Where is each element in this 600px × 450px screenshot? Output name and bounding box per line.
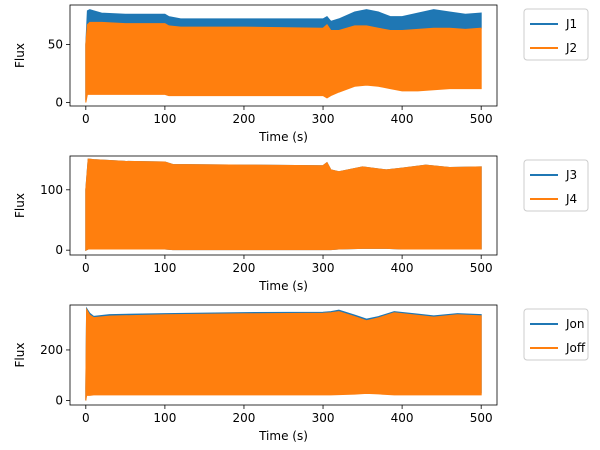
- plot-area: [85, 306, 482, 401]
- y-tick-label: 0: [55, 393, 63, 407]
- axes-frame: [69, 155, 498, 256]
- x-tick-label: 400: [391, 261, 414, 275]
- x-tick-label: 100: [153, 411, 176, 425]
- subplot-2: 0 100 200 300 400 500 0 100 Time (s) Flux J3 J4: [13, 155, 589, 293]
- x-tick-label: 300: [312, 261, 335, 275]
- y-tick-label: 50: [48, 37, 63, 51]
- x-axis-label: Time (s): [258, 130, 308, 144]
- y-tick-label: 200: [40, 343, 63, 357]
- x-tick-label: 400: [391, 411, 414, 425]
- x-tick-label: 200: [233, 261, 256, 275]
- legend-label-Jon: Jon: [565, 317, 585, 331]
- legend-label-J4: J4: [565, 192, 577, 206]
- legend-frame: [523, 8, 589, 61]
- y-tick-label: 0: [55, 96, 63, 110]
- legend: J1 J2: [523, 8, 589, 61]
- series-J4-band: [85, 158, 482, 252]
- legend-label-J3: J3: [565, 168, 577, 182]
- legend-label-J2: J2: [565, 41, 577, 55]
- x-tick-label: 200: [233, 112, 256, 126]
- y-tick-label: 0: [55, 243, 63, 257]
- x-tick-label: 100: [153, 112, 176, 126]
- legend-label-Joff: Joff: [565, 341, 586, 355]
- subplot-1: 0 100 200 300 400 500 0 50 Time (s) Flux J1 J2: [13, 4, 589, 144]
- x-tick-label: 0: [82, 261, 90, 275]
- x-tick-label: 300: [312, 112, 335, 126]
- x-tick-label: 500: [470, 411, 493, 425]
- plot-area: [85, 9, 482, 103]
- legend-label-J1: J1: [565, 17, 577, 31]
- axes-frame: [69, 304, 498, 406]
- y-axis-label: Flux: [13, 343, 27, 368]
- x-axis-label: Time (s): [258, 279, 308, 293]
- x-tick-label: 500: [470, 112, 493, 126]
- x-tick-label: 100: [153, 261, 176, 275]
- x-tick-label: 0: [82, 112, 90, 126]
- x-tick-label: 0: [82, 411, 90, 425]
- legend-frame: [523, 159, 589, 212]
- series-Joff-band: [85, 307, 482, 401]
- x-tick-label: 200: [233, 411, 256, 425]
- y-axis-label: Flux: [13, 193, 27, 218]
- legend: Jon Joff: [523, 308, 589, 361]
- y-axis-label: Flux: [13, 43, 27, 68]
- legend: J3 J4: [523, 159, 589, 212]
- axes-frame: [69, 4, 498, 107]
- x-tick-label: 500: [470, 261, 493, 275]
- x-tick-label: 400: [391, 112, 414, 126]
- x-tick-label: 300: [312, 411, 335, 425]
- x-axis-label: Time (s): [258, 429, 308, 443]
- series-J2-band: [85, 21, 482, 103]
- y-tick-label: 100: [40, 183, 63, 197]
- plot-area: [85, 158, 482, 252]
